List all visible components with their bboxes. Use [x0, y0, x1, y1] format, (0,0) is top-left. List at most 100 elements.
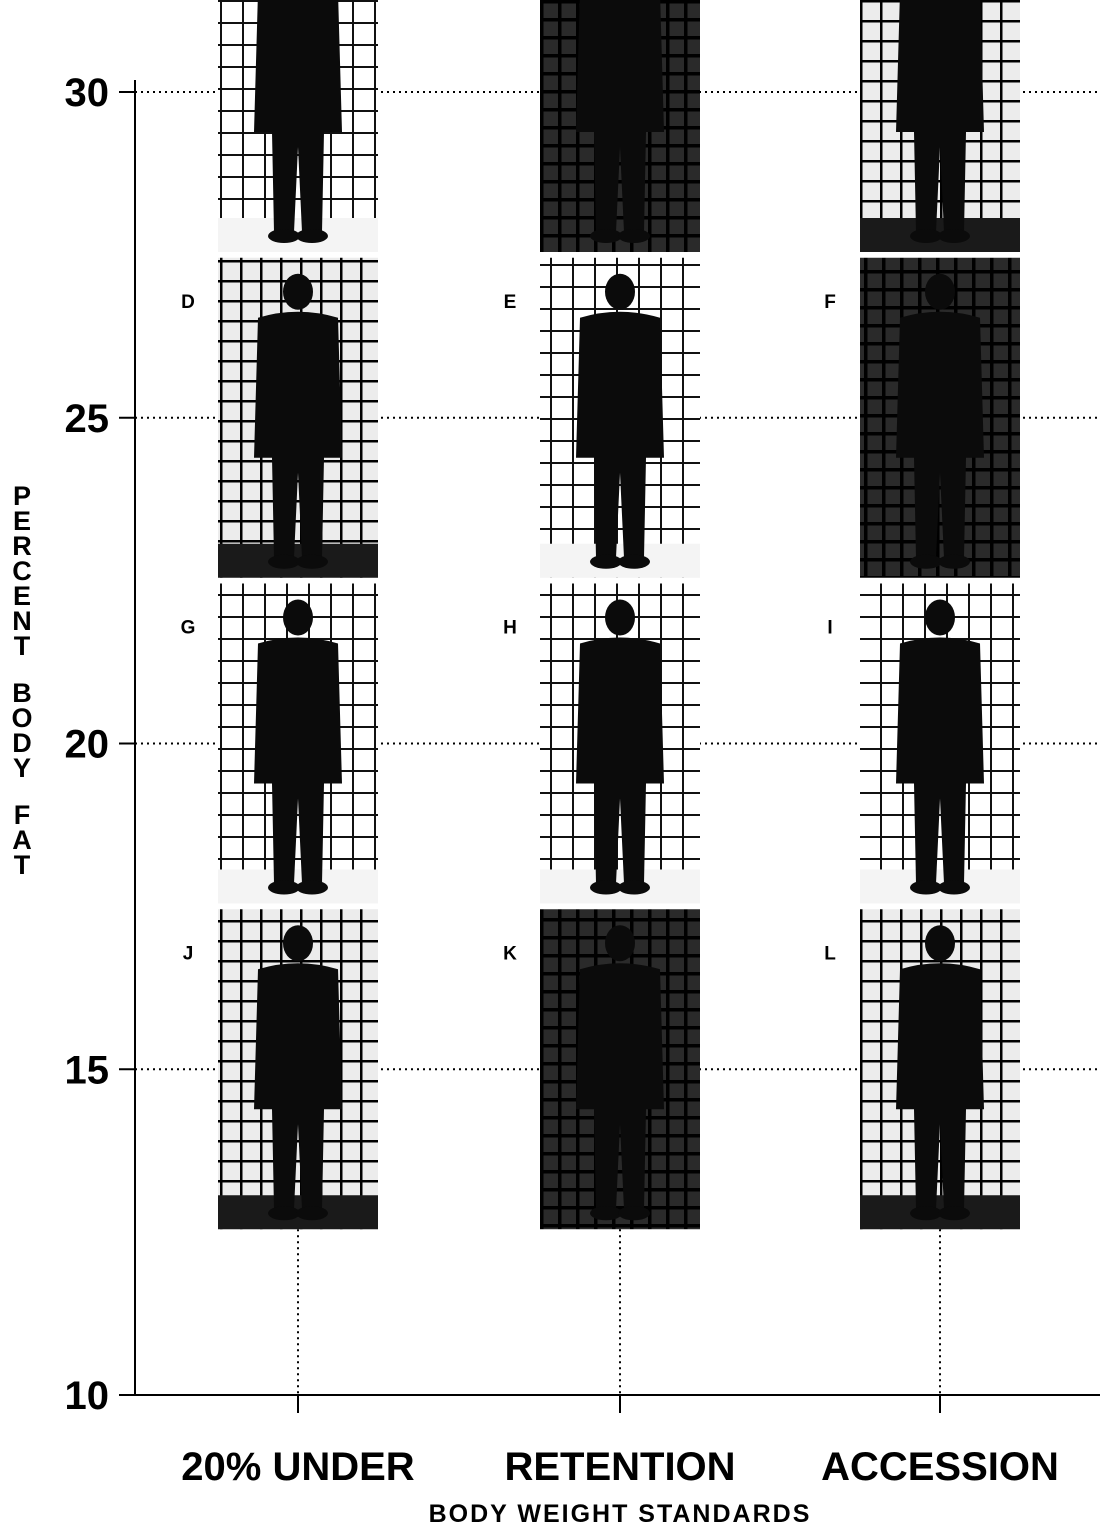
silhouette-body	[254, 963, 342, 1210]
silhouette-foot-left	[268, 880, 300, 895]
silhouette-foot-left	[268, 1206, 300, 1221]
y-tick-label-25: 25	[65, 397, 110, 441]
soldier-silhouette	[254, 273, 342, 569]
y-axis-title-letter: B	[12, 678, 32, 708]
panel-label-l: L	[824, 943, 836, 964]
silhouette-foot-left	[590, 880, 622, 895]
silhouette-body	[254, 637, 342, 884]
soldier-silhouette	[576, 599, 664, 895]
photo-panel-l	[860, 909, 1020, 1230]
panel-label-d: D	[181, 292, 195, 313]
panel-label-g: G	[181, 618, 196, 639]
silhouette-foot-right	[618, 554, 650, 569]
silhouette-body	[896, 0, 984, 232]
silhouette-foot-right	[618, 1206, 650, 1221]
y-axis-title-letter: T	[14, 850, 31, 880]
photo-panel-d	[218, 257, 378, 578]
silhouette-head	[283, 925, 313, 962]
silhouette-head	[925, 599, 955, 636]
silhouette-foot-right	[938, 554, 970, 569]
silhouette-foot-left	[268, 229, 300, 243]
silhouette-head	[283, 273, 313, 310]
photo-panel-f	[860, 257, 1020, 578]
silhouette-foot-left	[910, 229, 942, 243]
y-axis-title-letter: E	[13, 506, 31, 536]
silhouette-foot-right	[938, 229, 970, 243]
silhouette-body	[576, 963, 664, 1210]
silhouette-body	[896, 637, 984, 884]
photo-panel-e	[540, 257, 700, 578]
silhouette-head	[605, 273, 635, 310]
silhouette-foot-right	[938, 880, 970, 895]
y-axis-title-letter: N	[12, 606, 32, 636]
photo-panel-g	[218, 583, 378, 904]
y-tick-label-10: 10	[65, 1374, 110, 1418]
text-layer: A B C D E F G H I J K L 10 15 20 25 30 20% UNDER RETENTION…	[11, 71, 1059, 1528]
silhouette-foot-left	[268, 554, 300, 569]
y-axis-title-letter: E	[13, 581, 31, 611]
y-axis-title-letter: C	[12, 556, 32, 586]
silhouette-foot-right	[296, 1206, 328, 1221]
soldier-silhouette	[254, 599, 342, 895]
panel-label-j: J	[183, 943, 194, 964]
silhouette-foot-left	[910, 1206, 942, 1221]
panel-label-h: H	[503, 618, 517, 639]
silhouette-head	[605, 599, 635, 636]
photo-panel-c	[860, 0, 1020, 252]
y-tick-label-30: 30	[65, 71, 110, 115]
soldier-silhouette	[576, 0, 664, 243]
soldier-silhouette	[896, 273, 984, 569]
soldier-silhouette	[896, 0, 984, 243]
silhouette-body	[576, 311, 664, 558]
silhouette-foot-right	[296, 880, 328, 895]
silhouette-foot-right	[296, 229, 328, 243]
y-tick-label-20: 20	[65, 723, 110, 767]
silhouette-body	[254, 0, 342, 232]
silhouette-foot-left	[910, 880, 942, 895]
silhouette-body	[576, 637, 664, 884]
silhouette-foot-left	[910, 554, 942, 569]
x-axis-title: BODY WEIGHT STANDARDS	[429, 1500, 812, 1528]
panel-label-i: I	[827, 618, 832, 639]
panel-label-k: K	[503, 943, 517, 964]
photo-panel-a	[218, 0, 378, 252]
silhouette-foot-left	[590, 554, 622, 569]
soldier-silhouette	[576, 273, 664, 569]
silhouette-head	[925, 925, 955, 962]
silhouette-foot-right	[296, 554, 328, 569]
panel-label-f: F	[824, 292, 836, 313]
silhouette-head	[605, 925, 635, 962]
x-category-label-2: ACCESSION	[821, 1445, 1059, 1489]
panel-label-e: E	[504, 292, 517, 313]
silhouette-body	[896, 311, 984, 558]
photo-panel-k	[540, 909, 700, 1230]
silhouette-foot-left	[590, 1206, 622, 1221]
silhouette-body	[896, 963, 984, 1210]
silhouette-foot-right	[618, 229, 650, 243]
soldier-silhouette	[896, 599, 984, 895]
silhouette-head	[925, 273, 955, 310]
silhouette-body	[254, 311, 342, 558]
photo-panel-h	[540, 583, 700, 904]
soldier-silhouette	[896, 925, 984, 1221]
soldier-silhouette	[254, 925, 342, 1221]
y-tick-label-15: 15	[65, 1048, 110, 1092]
y-axis-title-letter: D	[12, 728, 32, 758]
y-axis-title-letter: A	[12, 825, 32, 855]
x-category-label-1: RETENTION	[504, 1445, 735, 1489]
y-axis-title-letter: R	[12, 531, 32, 561]
soldier-silhouette	[254, 0, 342, 243]
photo-panel-j	[218, 909, 378, 1230]
silhouette-foot-right	[618, 880, 650, 895]
silhouette-foot-right	[938, 1206, 970, 1221]
photo-layer	[218, 0, 1020, 1230]
y-axis-title-letter: O	[11, 703, 32, 733]
silhouette-head	[283, 599, 313, 636]
axis-layer	[119, 80, 1100, 1413]
photo-panel-b	[540, 0, 700, 252]
y-axis-title-letter: Y	[13, 753, 31, 783]
y-axis-title-letter: T	[14, 631, 31, 661]
y-axis-title-letter: F	[14, 800, 31, 830]
